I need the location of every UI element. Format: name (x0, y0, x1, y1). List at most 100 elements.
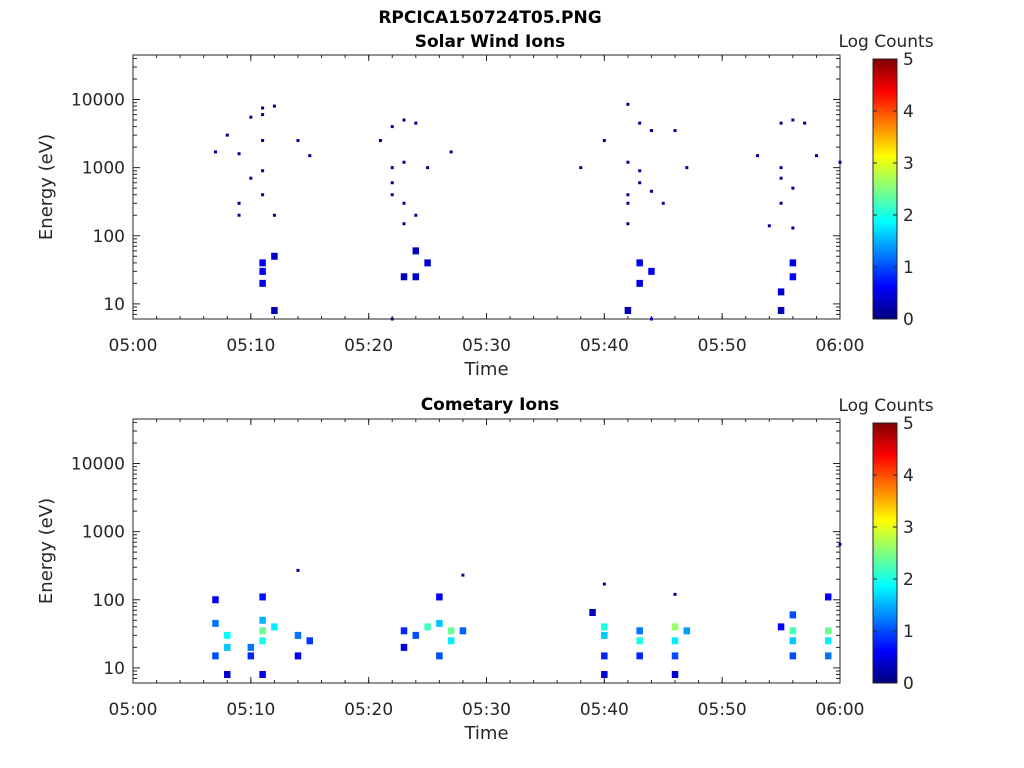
data-cell (789, 259, 797, 267)
data-cell (756, 154, 760, 158)
data-cell (259, 279, 266, 287)
x-tick-label: 05:10 (226, 336, 275, 356)
data-cell (649, 189, 653, 193)
data-cell (824, 593, 832, 601)
y-tick-label: 10000 (71, 91, 125, 111)
data-cell (671, 652, 679, 660)
data-cell (601, 670, 608, 678)
data-cell (791, 186, 795, 190)
data-cell (294, 631, 302, 639)
data-cell (601, 631, 608, 639)
data-cell (306, 637, 313, 645)
data-cell (683, 627, 691, 635)
x-tick-label: 06:00 (816, 336, 865, 356)
colorbar-tick-label: 4 (903, 466, 914, 486)
data-cell (261, 193, 265, 197)
figure-filename-title: RPCICA150724T05.PNG (378, 8, 602, 28)
data-cell (671, 623, 679, 631)
data-cell (767, 224, 771, 228)
colorbar-tick-label: 5 (903, 50, 914, 70)
x-tick-label: 05:10 (226, 700, 275, 720)
colorbar-tick-label: 1 (903, 258, 914, 278)
x-axis-label: Time (463, 359, 508, 380)
data-cell (447, 627, 455, 635)
data-cell (212, 652, 219, 660)
data-cell (378, 139, 382, 143)
data-cell (779, 201, 783, 205)
data-cell (400, 643, 408, 651)
data-cell (461, 573, 465, 577)
data-cell (402, 222, 406, 226)
data-cell (237, 213, 241, 217)
data-cell (261, 139, 265, 143)
x-tick-label: 05:50 (698, 336, 747, 356)
x-tick-label: 05:20 (344, 700, 393, 720)
data-cell (400, 627, 408, 635)
data-cell (602, 139, 606, 143)
y-tick-label: 100 (93, 591, 125, 611)
data-cell (449, 150, 453, 154)
data-cell (814, 154, 818, 158)
data-cell (601, 623, 608, 631)
data-cell (390, 193, 394, 197)
data-cell (459, 627, 467, 635)
data-cell (838, 542, 842, 546)
data-cell (636, 279, 643, 287)
data-cell (224, 643, 231, 651)
data-cell (259, 593, 266, 601)
data-cell (402, 160, 406, 164)
data-cell (648, 267, 655, 275)
colorbar-tick-label: 4 (903, 102, 914, 122)
data-cell (673, 592, 677, 596)
data-cell (626, 201, 630, 205)
data-cell (779, 176, 783, 180)
data-cell (638, 181, 642, 185)
data-cell (436, 652, 443, 660)
data-cell (436, 593, 443, 601)
data-cell (271, 623, 278, 631)
colorbar-tick-label: 3 (903, 518, 914, 538)
data-cell (247, 643, 255, 651)
data-cell (777, 623, 785, 631)
data-cell (390, 181, 394, 185)
x-tick-label: 05:40 (580, 700, 629, 720)
data-cell (414, 121, 418, 125)
data-cell (272, 104, 276, 108)
y-tick-label: 10 (103, 659, 125, 679)
data-cell (213, 150, 217, 154)
data-cell (626, 222, 630, 226)
data-cell (390, 125, 394, 129)
data-cell (271, 306, 278, 314)
colorbar-tick-label: 0 (903, 310, 914, 330)
data-cell (636, 259, 643, 267)
data-cell (426, 166, 430, 170)
plot-area-0 (132, 54, 841, 320)
colorbar-tick-label: 3 (903, 154, 914, 174)
x-tick-label: 05:20 (344, 336, 393, 356)
data-cell (261, 169, 265, 173)
data-cell (803, 121, 807, 125)
data-cell (212, 596, 219, 604)
y-tick-label: 10000 (71, 455, 125, 475)
data-cell (259, 637, 266, 645)
data-cell (296, 568, 300, 572)
data-cell (636, 652, 643, 660)
data-cell (259, 616, 266, 624)
data-cell (261, 113, 265, 117)
data-cell (838, 160, 842, 164)
colorbar-label: Log Counts (838, 32, 933, 52)
data-cell (402, 118, 406, 122)
data-cell (271, 252, 278, 260)
x-axis-label: Time (463, 723, 508, 744)
colorbar-tick-label: 0 (903, 674, 914, 694)
data-cell (261, 106, 265, 110)
plot-area-1 (132, 418, 841, 684)
data-cell (671, 670, 679, 678)
cometary-title: Cometary Ions (420, 395, 560, 415)
data-cell (308, 154, 312, 158)
data-cell (791, 226, 795, 230)
colorbar-tick-label: 1 (903, 622, 914, 642)
x-tick-label: 06:00 (816, 700, 865, 720)
data-cell (402, 201, 406, 205)
